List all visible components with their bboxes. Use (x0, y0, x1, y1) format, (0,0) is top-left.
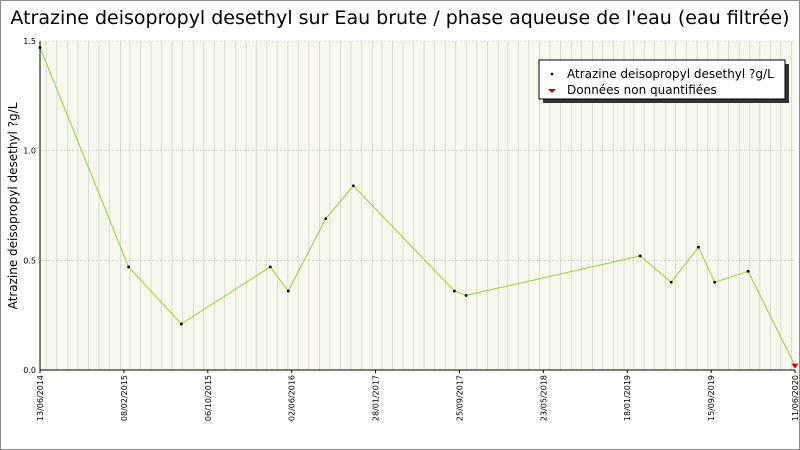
data-point (179, 322, 183, 326)
x-tick-labels: 13/06/2014 08/02/2015 06/10/2015 02/06/2016… (36, 370, 800, 421)
data-point (697, 245, 700, 249)
x-tick-label: 13/06/2014 (36, 375, 45, 421)
x-tick-label: 02/06/2016 (288, 375, 297, 421)
data-point (713, 280, 717, 284)
data-point (286, 289, 290, 293)
x-tick-label: 28/01/2017 (372, 375, 381, 421)
x-tick-label: 08/02/2015 (120, 375, 129, 421)
data-point (746, 269, 750, 273)
y-tick-label: 1.0 (23, 147, 36, 156)
chart-title: Atrazine deisopropyl desethyl sur Eau br… (10, 7, 790, 29)
data-point (38, 46, 42, 49)
legend-label-series: Atrazine deisopropyl desethyl ?g/L (567, 67, 774, 81)
legend-marker-series (550, 72, 554, 76)
legend-marker-unquantified (548, 89, 556, 93)
y-axis-label: Atrazine deisopropyl desethyl ?g/L (6, 102, 20, 309)
x-tick-label: 18/01/2019 (623, 375, 632, 421)
y-tick-labels: 0.0 0.5 1.0 1.5 (23, 37, 36, 375)
y-tick-label: 0.5 (23, 256, 36, 265)
data-point (324, 217, 328, 221)
x-tick-label: 25/09/2017 (455, 375, 464, 421)
data-point (638, 254, 642, 258)
data-point (669, 280, 673, 284)
data-point (351, 184, 355, 188)
x-tick-label: 15/09/2019 (707, 375, 716, 421)
data-point (464, 294, 468, 297)
x-tick-label: 06/10/2015 (204, 375, 213, 421)
x-tick-label: 23/05/2018 (539, 375, 548, 421)
data-point (452, 289, 456, 293)
unquantified-point (791, 363, 799, 369)
series-layer (38, 46, 799, 369)
y-tick-label: 1.5 (23, 37, 36, 46)
data-point (127, 265, 131, 269)
legend: Atrazine deisopropyl desethyl ?g/L Donné… (538, 59, 789, 103)
axes (39, 41, 795, 371)
legend-label-unquantified: Données non quantifiées (567, 83, 717, 97)
x-tick-label: 11/06/2020 (791, 375, 800, 421)
y-tick-label: 0.0 (23, 366, 36, 375)
legend-box (538, 59, 786, 100)
data-point (268, 265, 272, 269)
